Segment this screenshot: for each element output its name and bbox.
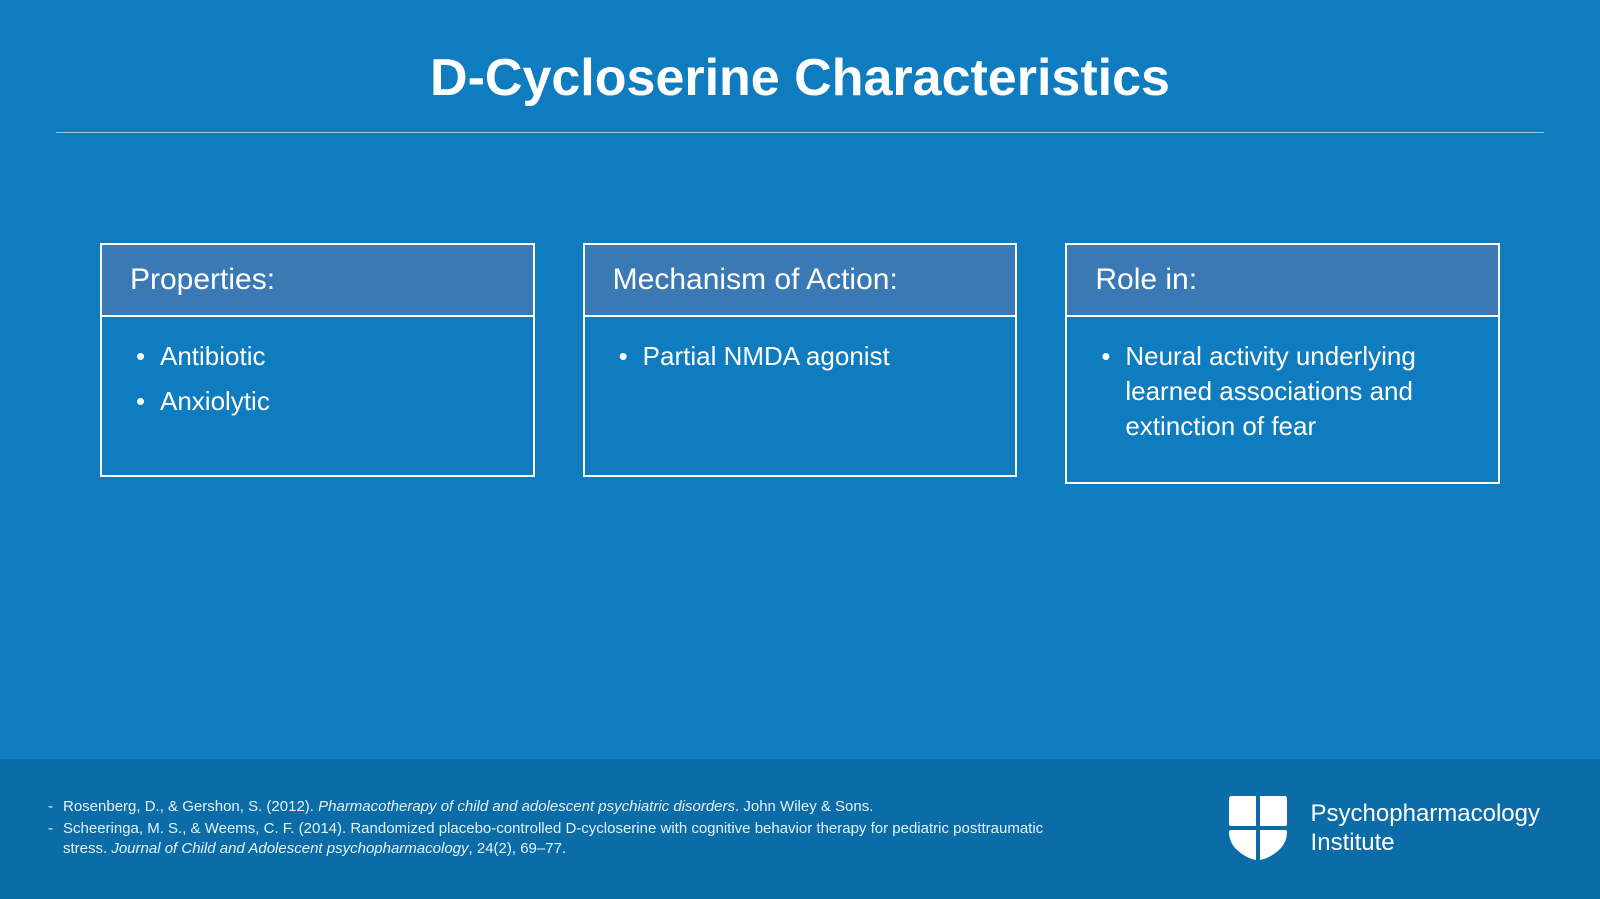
shield-quad-icon [1227, 794, 1289, 864]
card-role: Role in: Neural activity underlying lear… [1065, 243, 1500, 484]
footer: - Rosenberg, D., & Gershon, S. (2012). P… [0, 759, 1600, 899]
ref-post: . John Wiley & Sons. [735, 798, 873, 815]
reference-item: - Rosenberg, D., & Gershon, S. (2012). P… [48, 797, 1048, 817]
ref-pre: Rosenberg, D., & Gershon, S. (2012). [63, 798, 318, 815]
ref-italic: Pharmacotherapy of child and adolescent … [318, 798, 735, 815]
card-header: Mechanism of Action: [585, 245, 1016, 315]
list-item: Neural activity underlying learned assoc… [1095, 339, 1470, 444]
reference-text: Scheeringa, M. S., & Weems, C. F. (2014)… [63, 819, 1048, 860]
reference-text: Rosenberg, D., & Gershon, S. (2012). Pha… [63, 797, 873, 817]
card-header: Role in: [1067, 245, 1498, 315]
bullet-dash: - [48, 819, 53, 860]
card-header: Properties: [102, 245, 533, 315]
list-item: Antibiotic [130, 339, 505, 374]
ref-italic: Journal of Child and Adolescent psychoph… [111, 840, 468, 857]
card-body: Neural activity underlying learned assoc… [1067, 315, 1498, 482]
list-item: Anxiolytic [130, 384, 505, 419]
card-properties: Properties: Antibiotic Anxiolytic [100, 243, 535, 477]
brand: Psychopharmacology Institute [1227, 794, 1540, 864]
brand-text: Psychopharmacology Institute [1311, 800, 1540, 858]
card-mechanism: Mechanism of Action: Partial NMDA agonis… [583, 243, 1018, 477]
list-item: Partial NMDA agonist [613, 339, 988, 374]
bullet-dash: - [48, 797, 53, 817]
card-body: Partial NMDA agonist [585, 315, 1016, 475]
card-body: Antibiotic Anxiolytic [102, 315, 533, 475]
ref-post: , 24(2), 69–77. [469, 840, 567, 857]
cards-row: Properties: Antibiotic Anxiolytic Mechan… [0, 133, 1600, 484]
brand-line2: Institute [1311, 829, 1540, 858]
slide: D-Cycloserine Characteristics Properties… [0, 0, 1600, 899]
slide-title: D-Cycloserine Characteristics [0, 0, 1600, 108]
reference-item: - Scheeringa, M. S., & Weems, C. F. (201… [48, 819, 1048, 860]
references: - Rosenberg, D., & Gershon, S. (2012). P… [48, 797, 1048, 862]
brand-line1: Psychopharmacology [1311, 800, 1540, 829]
